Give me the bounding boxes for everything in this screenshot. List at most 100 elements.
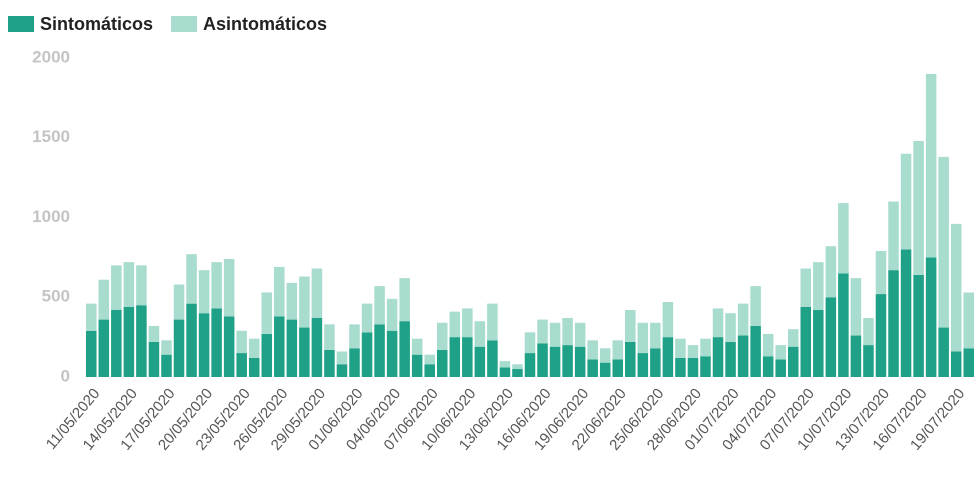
bar-segment — [825, 297, 837, 377]
bar-segment — [787, 346, 799, 377]
y-tick-label: 1500 — [32, 127, 70, 146]
bar-segment — [750, 286, 761, 326]
bar-segment — [336, 364, 348, 377]
bar-segment — [725, 341, 736, 377]
y-tick-label: 500 — [42, 287, 70, 306]
bar-segment — [900, 249, 912, 377]
bar-segment — [562, 317, 573, 346]
bar-segment — [725, 313, 736, 342]
bar-segment — [136, 265, 147, 306]
bar-segment — [562, 345, 573, 377]
bar-segment — [286, 319, 298, 377]
bar-segment — [737, 303, 749, 336]
bar-segment — [211, 308, 222, 377]
bar-segment — [863, 317, 874, 346]
bar-segment — [349, 324, 360, 349]
y-tick-label: 0 — [61, 366, 70, 385]
bar-segment — [850, 278, 862, 336]
bar-segment — [148, 341, 160, 377]
bar-segment — [712, 337, 724, 377]
bar-segment — [524, 353, 536, 377]
bar-segment — [248, 357, 260, 377]
bar-segment — [549, 322, 561, 347]
bar-segment — [386, 298, 398, 331]
bar-segment — [963, 292, 974, 349]
bar-segment — [173, 319, 185, 377]
bar-segment — [625, 310, 636, 342]
legend-swatch — [171, 16, 198, 32]
bar-segment — [487, 340, 498, 377]
bar-segment — [838, 273, 849, 377]
bar-segment — [687, 345, 699, 358]
bar-segment — [399, 278, 410, 322]
bar-segment — [687, 357, 699, 377]
bar-segment — [462, 337, 473, 377]
bar-segment — [537, 319, 548, 344]
bar-segment — [123, 306, 135, 377]
bar-segment — [838, 203, 849, 274]
bar-segment — [98, 319, 110, 377]
bar-segment — [436, 322, 448, 350]
bar-segment — [524, 332, 536, 354]
bar-segment — [336, 351, 348, 365]
bar-segment — [675, 357, 686, 377]
bar-segment — [813, 262, 824, 311]
legend-swatch — [8, 16, 34, 32]
bar-segment — [98, 279, 110, 320]
bar-segment — [462, 308, 473, 338]
bar-segment — [386, 330, 398, 377]
bar-segment — [261, 333, 273, 377]
bar-segment — [925, 73, 937, 258]
bar-segment — [261, 292, 273, 334]
bar-segment — [675, 338, 686, 358]
bar-segment — [512, 364, 523, 370]
bar-segment — [324, 324, 335, 350]
bar-segment — [625, 341, 636, 377]
bar-segment — [136, 305, 147, 377]
bar-segment — [775, 359, 786, 377]
bar-segment — [186, 303, 197, 377]
bar-segment — [411, 338, 423, 355]
bar-segment — [274, 266, 285, 317]
bar-segment — [612, 359, 624, 377]
bar-segment — [436, 349, 448, 377]
bar-segment — [223, 316, 235, 377]
bar-segment — [399, 321, 410, 377]
bar-segment — [299, 276, 310, 328]
bar-segment — [148, 325, 160, 342]
bar-segment — [161, 354, 172, 377]
bar-segment — [424, 364, 435, 377]
bar-segment — [86, 330, 97, 377]
bar-segment — [750, 325, 761, 377]
bar-segment — [361, 332, 373, 377]
bar-segment — [223, 258, 235, 317]
bar-segment — [537, 343, 548, 377]
bar-segment — [650, 322, 661, 349]
bar-segment — [637, 353, 649, 377]
bar-segment — [787, 329, 799, 347]
y-tick-label: 2000 — [32, 47, 70, 66]
bar-segment — [737, 335, 749, 377]
bar-segment — [913, 274, 924, 377]
bar-segment — [211, 262, 222, 309]
bar-segment — [198, 313, 210, 377]
bar-segment — [474, 321, 486, 347]
legend-label: Asintomáticos — [203, 14, 327, 34]
bar-segment — [762, 333, 774, 357]
bar-segment — [813, 310, 824, 377]
bar-segment — [123, 262, 135, 307]
bar-segment — [161, 340, 172, 355]
bar-segment — [850, 335, 862, 377]
bar-segment — [274, 316, 285, 377]
bar-segment — [499, 361, 511, 368]
bar-segment — [800, 268, 812, 307]
bar-segment — [913, 140, 924, 275]
bar-segment — [950, 223, 962, 352]
y-tick-label: 1000 — [32, 207, 70, 226]
bar-segment — [311, 317, 323, 377]
bar-segment — [299, 327, 310, 377]
bar-segment — [875, 294, 887, 377]
bar-segment — [825, 246, 837, 298]
bar-segment — [374, 324, 385, 377]
bar-segment — [449, 311, 461, 338]
